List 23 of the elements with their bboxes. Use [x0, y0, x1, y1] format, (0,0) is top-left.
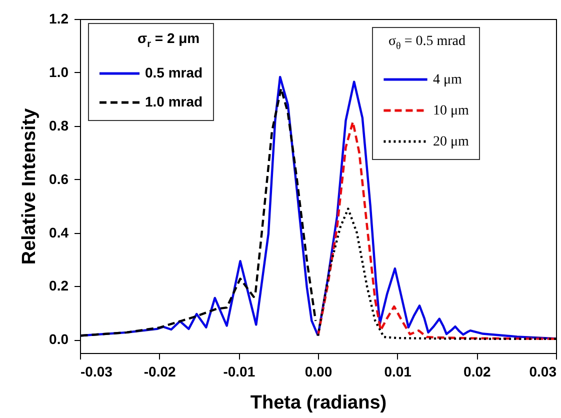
y-tick-label: 0.2 [49, 278, 69, 294]
y-tick-label: 1.0 [49, 64, 69, 80]
legend-label: 20 μm [433, 134, 470, 150]
x-tick-label: 0.00 [304, 364, 332, 380]
y-tick-label: 0.8 [49, 117, 69, 134]
x-tick-label: 0.02 [464, 364, 492, 380]
legend-label: 4 μm [433, 72, 462, 88]
y-tick-label: 1.2 [49, 10, 69, 26]
x-tick-label: -0.03 [80, 364, 113, 380]
legend-title: σ$_{r}$ = 2 μm [138, 30, 200, 50]
y-tick-label: 0.0 [49, 331, 69, 348]
annotation: σ$_{θ}$ = 0.5 mrad [388, 34, 466, 52]
legend-label: 0.5 mrad [145, 64, 203, 80]
y-axis-title: Relative Intensity [19, 108, 40, 265]
y-tick-label: 0.4 [49, 224, 69, 240]
x-tick-label: 0.01 [384, 364, 412, 380]
y-tick-label: 0.6 [49, 170, 69, 187]
x-tick-label: -0.02 [144, 364, 176, 380]
legend-label: 1.0 mrad [145, 94, 203, 110]
x-tick-label: -0.01 [223, 364, 256, 380]
x-tick-label: 0.03 [529, 364, 557, 380]
legend-label: 10 μm [433, 104, 470, 118]
x-axis-title: Theta (radians) [250, 392, 387, 414]
